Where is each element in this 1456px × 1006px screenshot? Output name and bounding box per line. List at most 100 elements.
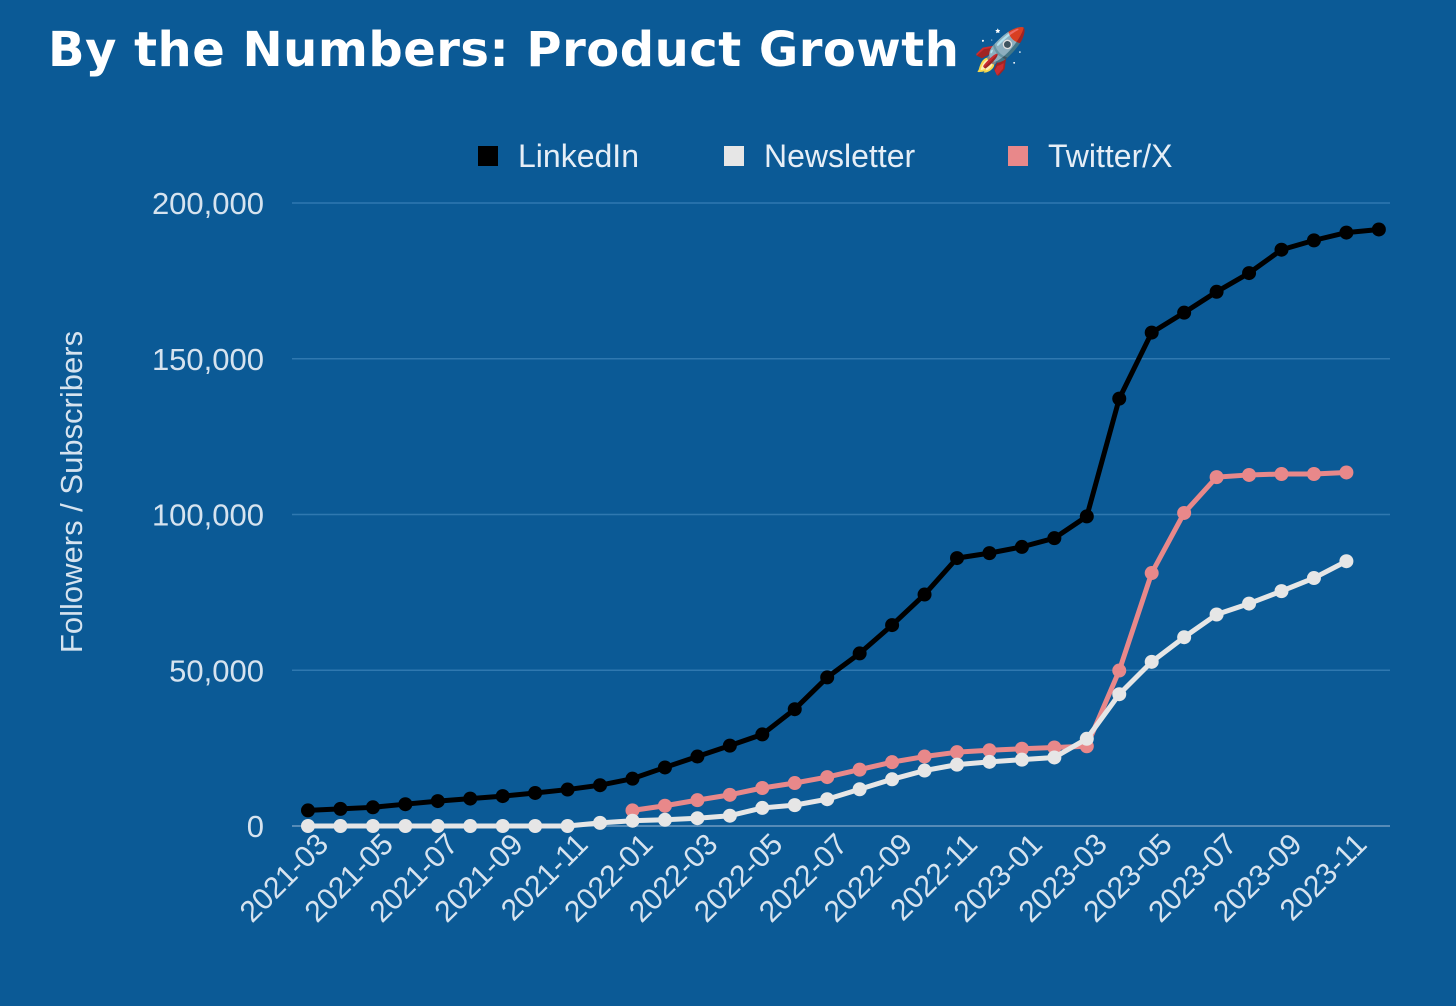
data-point xyxy=(1014,752,1029,767)
data-point xyxy=(755,800,770,815)
data-point xyxy=(982,546,997,561)
series-twitter-x xyxy=(625,465,1354,818)
legend-label: Twitter/X xyxy=(1048,138,1172,174)
rocket-icon: 🚀 xyxy=(973,26,1029,77)
data-point xyxy=(690,793,705,808)
data-point xyxy=(852,646,867,661)
data-point xyxy=(1339,225,1354,240)
data-point xyxy=(301,819,315,833)
data-point xyxy=(1079,509,1094,524)
data-point xyxy=(982,743,997,758)
data-point xyxy=(950,757,964,772)
data-point xyxy=(1306,467,1321,482)
data-point xyxy=(917,763,932,778)
data-point xyxy=(625,771,640,786)
data-point xyxy=(1079,731,1094,746)
data-point xyxy=(1112,687,1127,702)
data-point xyxy=(1242,467,1257,482)
data-point xyxy=(333,801,348,816)
data-point xyxy=(820,770,835,785)
data-point xyxy=(593,815,608,830)
data-point xyxy=(787,702,802,717)
data-point xyxy=(1047,750,1062,765)
data-point xyxy=(1047,531,1062,546)
y-tick-label: 200,000 xyxy=(152,186,264,221)
data-point xyxy=(1371,222,1386,237)
data-point xyxy=(722,808,737,823)
data-point xyxy=(1339,554,1354,569)
data-point xyxy=(950,745,964,760)
y-tick-label: 0 xyxy=(247,809,264,844)
data-point xyxy=(1209,607,1224,622)
data-point xyxy=(1177,505,1192,520)
data-point xyxy=(1014,741,1029,756)
legend-swatch xyxy=(478,146,498,166)
data-point xyxy=(950,551,964,566)
data-point xyxy=(1047,740,1062,755)
data-point xyxy=(657,760,672,775)
data-point xyxy=(495,789,510,804)
data-point xyxy=(528,785,543,800)
data-point xyxy=(690,749,705,764)
data-point xyxy=(820,670,835,685)
data-point xyxy=(365,800,380,815)
data-point xyxy=(852,782,867,797)
data-point xyxy=(917,587,932,602)
data-point xyxy=(1177,630,1192,645)
data-point xyxy=(657,812,672,827)
data-point xyxy=(1339,465,1354,480)
data-point xyxy=(885,755,900,770)
data-point xyxy=(1014,539,1029,554)
data-point xyxy=(365,819,380,833)
data-point xyxy=(398,797,413,812)
y-axis-title: Followers / Subscribers xyxy=(54,331,89,653)
data-point xyxy=(1306,571,1321,586)
y-tick-label: 50,000 xyxy=(169,653,264,688)
data-point xyxy=(1242,266,1257,281)
data-point xyxy=(1209,470,1224,485)
data-point xyxy=(463,791,478,806)
data-point xyxy=(560,782,575,797)
y-tick-label: 150,000 xyxy=(152,342,264,377)
legend-swatch xyxy=(1008,146,1028,166)
data-point xyxy=(430,819,445,833)
legend-label: LinkedIn xyxy=(518,138,639,174)
data-point xyxy=(820,792,835,807)
data-point xyxy=(463,819,478,833)
data-point xyxy=(657,798,672,813)
data-point xyxy=(398,819,413,833)
data-point xyxy=(1274,242,1289,257)
legend-swatch xyxy=(724,146,744,166)
data-point xyxy=(917,749,932,764)
data-point xyxy=(885,772,900,787)
data-point xyxy=(690,811,705,826)
data-point xyxy=(1274,467,1289,482)
series-line xyxy=(305,226,1382,813)
data-point xyxy=(722,787,737,802)
chart-title-text: By the Numbers: Product Growth xyxy=(48,22,960,78)
data-point xyxy=(787,798,802,813)
legend-label: Newsletter xyxy=(764,138,916,174)
data-point xyxy=(722,738,737,753)
series-newsletter xyxy=(301,554,1354,833)
data-point xyxy=(495,819,510,833)
data-point xyxy=(1242,596,1257,611)
data-point xyxy=(1144,325,1159,340)
chart-title: By the Numbers: Product Growth 🚀 xyxy=(48,22,1029,78)
data-point xyxy=(1144,654,1159,669)
data-point xyxy=(1112,663,1127,678)
data-point xyxy=(430,794,445,809)
data-point xyxy=(1144,566,1159,581)
data-point xyxy=(333,819,348,833)
data-point xyxy=(755,727,770,742)
data-point xyxy=(1274,584,1289,599)
series-linkedin xyxy=(301,222,1386,818)
data-point xyxy=(560,819,575,833)
data-point xyxy=(982,754,997,769)
data-point xyxy=(1306,233,1321,248)
data-point xyxy=(528,819,543,833)
data-point xyxy=(301,803,315,818)
data-point xyxy=(1177,305,1192,320)
data-point xyxy=(1209,284,1224,299)
